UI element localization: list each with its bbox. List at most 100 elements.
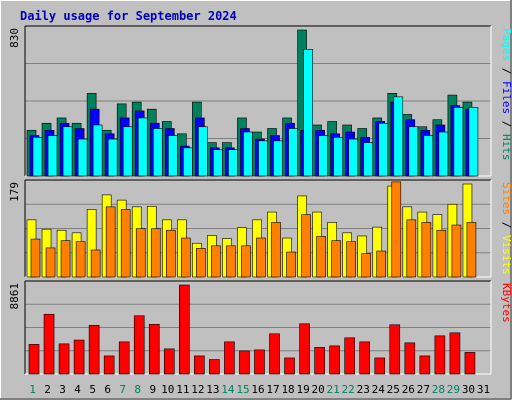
bar-sites-day-12 [196,248,206,278]
day-label-20: 20 [312,383,325,396]
day-label-15: 15 [236,383,249,396]
bar-kbytes-day-14 [224,341,235,375]
panel-middle: 179 Sites / Visits [8,179,512,278]
day-label-22: 22 [342,383,355,396]
bar-sites-day-5 [90,249,101,278]
side-legend-entry: Visits [500,235,512,275]
bar-pages-day-9 [152,128,163,177]
bar-kbytes-day-29 [449,332,461,375]
bar-kbytes-day-3 [58,343,70,375]
bar-sites-day-11 [181,237,191,278]
bar-sites-day-30 [466,222,477,278]
bar-pages-day-22 [348,138,358,177]
bar-kbytes-day-2 [43,313,55,375]
side-legend: Pages / Files / Hits [500,28,512,161]
side-legend: Sites / Visits [500,182,512,275]
day-labels: 1 2 3 4 5 6 7 8 9 10 11 12 13 14 15 16 17 18 19 20 21 22 23 24 2… [29,383,490,396]
bar-kbytes-day-6 [103,355,115,375]
bar-pages-day-19 [303,49,313,177]
day-label-7: 7 [119,383,126,396]
bar-pages-day-23 [363,142,374,177]
day-label-3: 3 [59,383,66,396]
day-label-1: 1 [29,383,36,396]
panel-bottom: 8861 KBytes [8,280,512,375]
bar-pages-day-21 [333,137,343,177]
bar-sites-day-9 [150,228,161,278]
bar-kbytes-day-4 [73,339,85,375]
day-label-19: 19 [296,383,309,396]
bar-sites-day-15 [241,245,251,278]
bar-sites-day-17 [271,222,281,278]
bar-sites-day-7 [120,209,131,278]
bar-kbytes-day-1 [28,344,40,375]
bar-kbytes-day-12 [194,355,205,375]
side-legend-entry: Hits [500,134,512,161]
day-label-11: 11 [176,383,189,396]
side-legend-entry: Pages [500,28,512,61]
bar-sites-day-19 [301,214,311,278]
day-label-23: 23 [357,383,370,396]
bar-sites-day-4 [75,241,86,278]
day-label-24: 24 [372,383,386,396]
bar-kbytes-day-17 [269,333,280,375]
bar-pages-day-4 [77,138,88,177]
day-label-26: 26 [402,383,415,396]
day-label-31: 31 [477,383,490,396]
side-legend-entry: Files [500,81,512,114]
bar-kbytes-day-22 [344,337,355,375]
bar-kbytes-day-26 [404,342,416,375]
bar-kbytes-day-25 [389,324,401,375]
bar-kbytes-day-23 [359,341,371,375]
bar-kbytes-day-7 [118,341,130,375]
bar-pages-day-8 [137,117,148,177]
bar-pages-day-6 [107,138,118,177]
bar-kbytes-day-30 [464,352,476,375]
side-legend-entry: KBytes [500,283,512,323]
bar-pages-day-26 [408,126,419,177]
chart-title: Daily usage for September 2024 [20,9,237,23]
bar-kbytes-day-15 [239,350,250,375]
bar-sites-day-22 [346,241,356,278]
bar-kbytes-day-13 [209,359,220,375]
bar-pages-day-2 [47,135,58,177]
axis-max-label: 179 [8,182,21,202]
bar-sites-day-16 [256,237,266,278]
bar-sites-day-3 [60,240,71,278]
day-label-28: 28 [432,383,445,396]
bar-pages-day-14 [228,149,238,177]
day-label-8: 8 [134,383,141,396]
bar-pages-day-15 [243,131,253,177]
bar-kbytes-day-11 [179,284,190,375]
bar-sites-day-10 [165,229,176,278]
side-legend-entry: / [500,61,512,81]
bar-sites-day-23 [361,253,372,278]
panels: 830 Pages / Files / Hits 179 Sites / Visits… [8,25,512,375]
bar-sites-day-18 [286,251,296,278]
bar-sites-day-2 [45,247,56,278]
bar-pages-day-24 [378,122,389,177]
bar-pages-day-11 [183,147,193,177]
bar-pages-day-3 [62,126,73,177]
day-label-2: 2 [44,383,51,396]
axis-max-label: 8861 [8,283,21,310]
bar-sites-day-27 [421,222,432,278]
bar-sites-day-24 [376,250,387,278]
bar-sites-day-13 [211,245,221,278]
day-label-21: 21 [327,383,340,396]
bar-pages-day-13 [213,149,223,177]
day-label-10: 10 [161,383,174,396]
day-label-16: 16 [251,383,264,396]
day-label-14: 14 [221,383,235,396]
bar-pages-day-27 [423,135,434,177]
day-label-29: 29 [447,383,460,396]
bar-pages-day-1 [32,137,43,177]
bar-kbytes-day-27 [419,355,431,375]
side-legend-entry: Sites [500,182,512,215]
bar-sites-day-29 [451,224,462,278]
side-legend-entry: / [500,215,512,235]
bar-kbytes-day-18 [284,357,295,375]
bar-pages-day-7 [122,126,133,177]
bar-pages-day-30 [468,107,479,177]
bar-sites-day-1 [30,238,41,278]
